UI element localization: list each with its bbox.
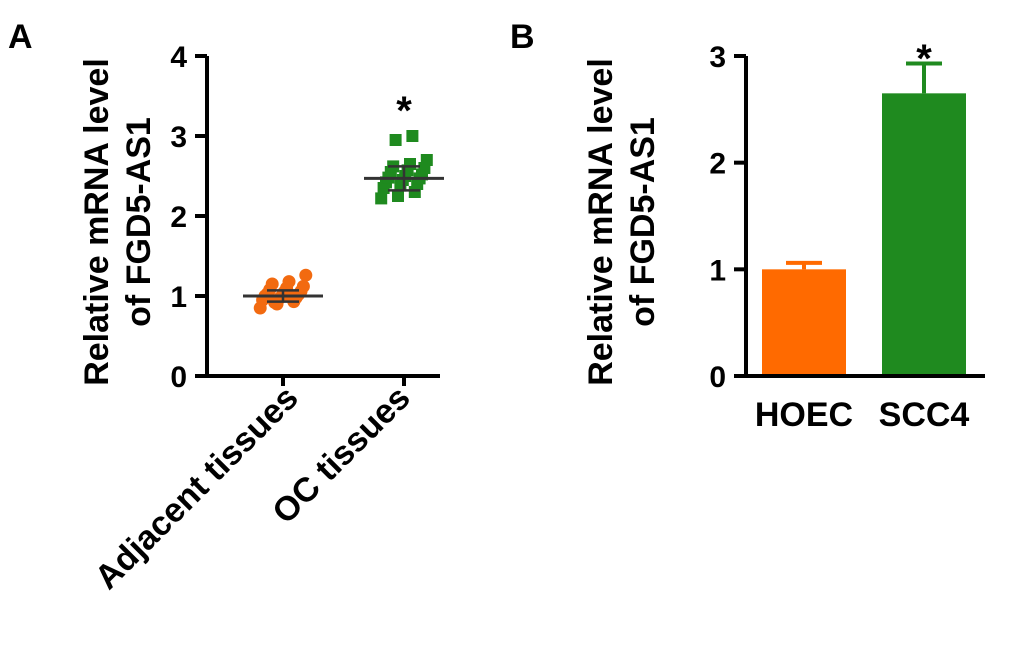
panel-b-y-tick-label: 0 [709, 361, 726, 394]
panel-b-letter: B [510, 18, 535, 56]
panel-b-y-ticks: 0 1 2 3 [709, 41, 746, 394]
panel-b-ylabel-line1: Relative mRNA level [582, 58, 620, 386]
panel-a-category-label: Adjacent tissues [88, 379, 306, 597]
panel-a-y-ticks: 0 1 2 3 4 [170, 41, 207, 394]
panel-b-significance-mark: * [916, 37, 932, 81]
panel-a-y-tick-label: 0 [170, 361, 187, 394]
data-point [375, 192, 388, 205]
data-point [265, 277, 279, 291]
panel-b-category-label: SCC4 [879, 396, 970, 434]
bar [762, 269, 846, 374]
panel-b-bars [762, 61, 966, 374]
panel-b-y-tick-label: 2 [709, 148, 726, 181]
data-point [282, 275, 296, 289]
panel-a-letter: A [8, 18, 33, 56]
data-point [406, 130, 419, 142]
panel-a-significance-mark: * [396, 89, 412, 133]
panel-b-y-tick-label: 1 [709, 254, 726, 287]
panel-a-y-tick-label: 2 [170, 201, 187, 234]
bar [882, 93, 966, 374]
panel-a-y-tick-label: 3 [170, 121, 187, 154]
panel-b-category-label: HOEC [755, 396, 853, 434]
panel-b-y-tick-label: 3 [709, 41, 726, 74]
panel-a-mean-sd [243, 165, 444, 303]
panel-b: B Relative mRNA level of FGD5-AS1 0 1 2 3 H… [510, 18, 985, 434]
data-point [404, 158, 416, 170]
panel-a-points [253, 130, 433, 315]
panel-b-ylabel-line2: of FGD5-AS1 [624, 117, 662, 327]
panel-a-y-tick-label: 1 [170, 281, 187, 314]
data-point [392, 190, 404, 202]
data-point [296, 279, 310, 293]
panel-a-ylabel-line1: Relative mRNA level [78, 58, 116, 386]
panel-a: A Relative mRNA level of FGD5-AS1 01234 … [8, 18, 444, 597]
panel-a-ylabel-line2: of FGD5-AS1 [120, 117, 158, 327]
data-point [299, 268, 313, 282]
data-point [420, 154, 433, 166]
data-point [389, 134, 402, 146]
panel-a-x-ticks [281, 376, 406, 386]
panel-a-y-tick-label: 4 [170, 41, 187, 74]
